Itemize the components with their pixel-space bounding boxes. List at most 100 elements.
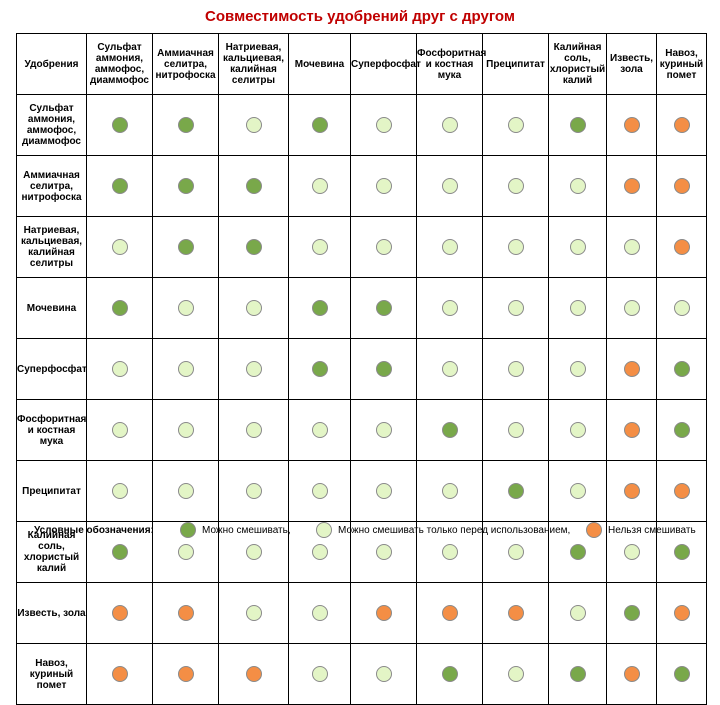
matrix-cell — [416, 338, 483, 400]
compat-dot-incompatible — [673, 604, 690, 621]
matrix-cell — [218, 399, 289, 461]
column-header: Известь, зола — [606, 33, 657, 95]
matrix-cell — [86, 399, 153, 461]
matrix-cell — [482, 582, 549, 644]
legend-item-incompatible: Нельзя смешивать — [586, 522, 696, 538]
row-header: Навоз, куриный помет — [16, 643, 87, 705]
matrix-cell — [288, 155, 351, 217]
matrix-cell — [548, 277, 607, 339]
compat-dot-before-use — [569, 238, 586, 255]
matrix-cell — [656, 399, 707, 461]
compat-dot-before-use — [623, 543, 640, 560]
row-header: Мочевина — [16, 277, 87, 339]
compat-dot-before-use — [245, 360, 262, 377]
matrix-cell — [416, 155, 483, 217]
compat-dot-before-use — [245, 421, 262, 438]
matrix-cell — [350, 216, 417, 278]
legend-item-compatible: Можно смешивать, — [180, 522, 291, 538]
matrix-cell — [288, 338, 351, 400]
compat-dot-incompatible — [111, 604, 128, 621]
compat-dot-incompatible — [673, 238, 690, 255]
column-header: Суперфосфат — [350, 33, 421, 95]
compat-dot-before-use — [569, 360, 586, 377]
compat-dot-compatible — [245, 177, 262, 194]
compat-dot-before-use — [441, 116, 458, 133]
compat-dot-before-use — [311, 238, 328, 255]
compat-dot-compatible — [111, 177, 128, 194]
compat-dot-before-use — [441, 360, 458, 377]
column-header: Натриевая, кальциевая, калийная селитры — [218, 33, 289, 95]
matrix-cell — [606, 338, 657, 400]
matrix-cell — [152, 582, 219, 644]
compat-dot-before-use — [507, 238, 524, 255]
compat-dot-before-use — [375, 116, 392, 133]
matrix-cell — [86, 94, 153, 156]
matrix-cell — [152, 338, 219, 400]
compat-dot-before-use — [311, 665, 328, 682]
compat-dot-compatible — [245, 238, 262, 255]
compat-dot-before-use — [569, 299, 586, 316]
matrix-cell — [606, 643, 657, 705]
compat-dot-incompatible — [623, 665, 640, 682]
compat-dot-compatible — [311, 360, 328, 377]
compat-dot-before-use — [311, 421, 328, 438]
compat-dot-incompatible — [623, 116, 640, 133]
compat-dot-before-use — [569, 421, 586, 438]
compat-dot-before-use — [177, 360, 194, 377]
column-header: Навоз, куриный помет — [656, 33, 707, 95]
matrix-cell — [86, 155, 153, 217]
matrix-cell — [152, 460, 219, 522]
compat-dot-incompatible — [507, 604, 524, 621]
compat-dot-before-use — [245, 482, 262, 499]
compat-dot-compatible — [177, 116, 194, 133]
column-header: Аммиачная селитра, нитрофоска — [152, 33, 219, 95]
compat-dot-before-use — [245, 116, 262, 133]
matrix-cell — [656, 94, 707, 156]
legend: Условные обозначения: Можно смешивать, М… — [0, 520, 720, 544]
matrix-cell — [606, 460, 657, 522]
matrix-cell — [288, 399, 351, 461]
compatibility-table: Удобрения Сульфат аммония, аммофос, диам… — [16, 33, 707, 705]
chart-title: Совместимость удобрений друг с другом — [205, 8, 515, 25]
legend-dot-incompatible — [586, 522, 602, 538]
matrix-cell — [152, 277, 219, 339]
compat-dot-incompatible — [111, 665, 128, 682]
matrix-cell — [606, 94, 657, 156]
table-row: Навоз, куриный помет — [16, 643, 707, 705]
compat-dot-compatible — [507, 482, 524, 499]
table-row: Мочевина — [16, 277, 707, 339]
compat-dot-compatible — [673, 543, 690, 560]
compat-dot-before-use — [507, 299, 524, 316]
matrix-cell — [288, 643, 351, 705]
matrix-cell — [218, 155, 289, 217]
table-row: Натриевая, кальциевая, калийная селитры — [16, 216, 707, 278]
matrix-cell — [288, 94, 351, 156]
table-row: Суперфосфат — [16, 338, 707, 400]
matrix-cell — [656, 338, 707, 400]
column-header: Преципитат — [482, 33, 549, 95]
table-row: Преципитат — [16, 460, 707, 522]
table-row: Аммиачная селитра, нитрофоска — [16, 155, 707, 217]
legend-dot-compatible — [180, 522, 196, 538]
compat-dot-compatible — [673, 421, 690, 438]
legend-text-compatible: Можно смешивать, — [202, 524, 291, 536]
matrix-cell — [548, 338, 607, 400]
compat-dot-before-use — [507, 116, 524, 133]
matrix-cell — [656, 643, 707, 705]
matrix-cell — [656, 460, 707, 522]
compat-dot-incompatible — [177, 604, 194, 621]
matrix-cell — [218, 338, 289, 400]
compat-dot-compatible — [111, 543, 128, 560]
matrix-cell — [288, 460, 351, 522]
matrix-cell — [218, 277, 289, 339]
compat-dot-before-use — [507, 177, 524, 194]
matrix-cell — [288, 582, 351, 644]
compat-dot-before-use — [507, 543, 524, 560]
matrix-cell — [350, 460, 417, 522]
matrix-cell — [548, 582, 607, 644]
matrix-cell — [548, 155, 607, 217]
compat-dot-compatible — [623, 604, 640, 621]
matrix-cell — [350, 94, 417, 156]
legend-item-before-use: Можно смешивать только перед использован… — [316, 522, 570, 538]
matrix-cell — [606, 155, 657, 217]
